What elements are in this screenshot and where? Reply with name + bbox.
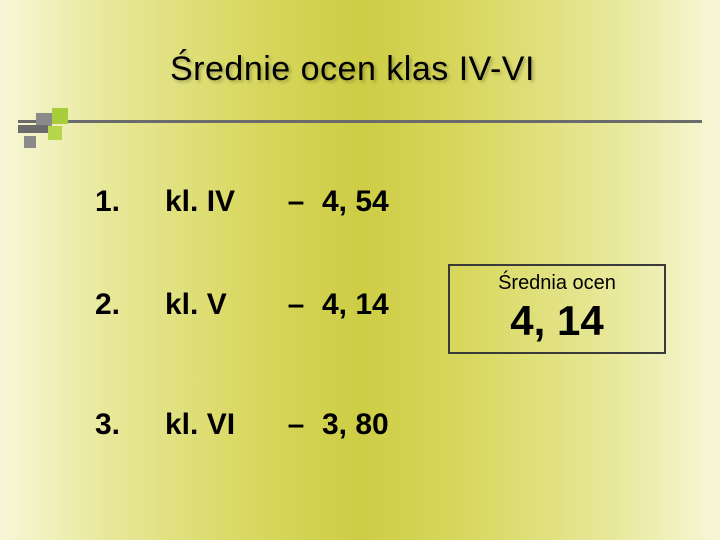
list-item: 3. kl. VI – 3, 80	[95, 408, 389, 442]
row-number: 1.	[95, 185, 165, 219]
row-class: kl. V	[165, 288, 270, 322]
corner-decoration	[18, 108, 78, 148]
list-item: 2. kl. V – 4, 14	[95, 288, 389, 322]
row-dash: –	[270, 185, 322, 219]
page-title: Średnie ocen klas IV-VI	[170, 50, 535, 89]
average-label: Średnia ocen	[450, 272, 664, 295]
average-value: 4, 14	[450, 297, 664, 345]
row-class: kl. IV	[165, 185, 270, 219]
row-number: 2.	[95, 288, 165, 322]
list-item: 1. kl. IV – 4, 54	[95, 185, 389, 219]
row-class: kl. VI	[165, 408, 270, 442]
row-value: 3, 80	[322, 408, 389, 442]
row-value: 4, 14	[322, 288, 389, 322]
row-dash: –	[270, 288, 322, 322]
title-divider	[18, 120, 702, 123]
row-number: 3.	[95, 408, 165, 442]
deco-square-icon	[48, 126, 62, 140]
deco-bar-icon	[18, 125, 48, 133]
row-dash: –	[270, 408, 322, 442]
average-box: Średnia ocen 4, 14	[448, 264, 666, 354]
deco-square-icon	[52, 108, 68, 124]
row-value: 4, 54	[322, 185, 389, 219]
deco-square-icon	[24, 136, 36, 148]
